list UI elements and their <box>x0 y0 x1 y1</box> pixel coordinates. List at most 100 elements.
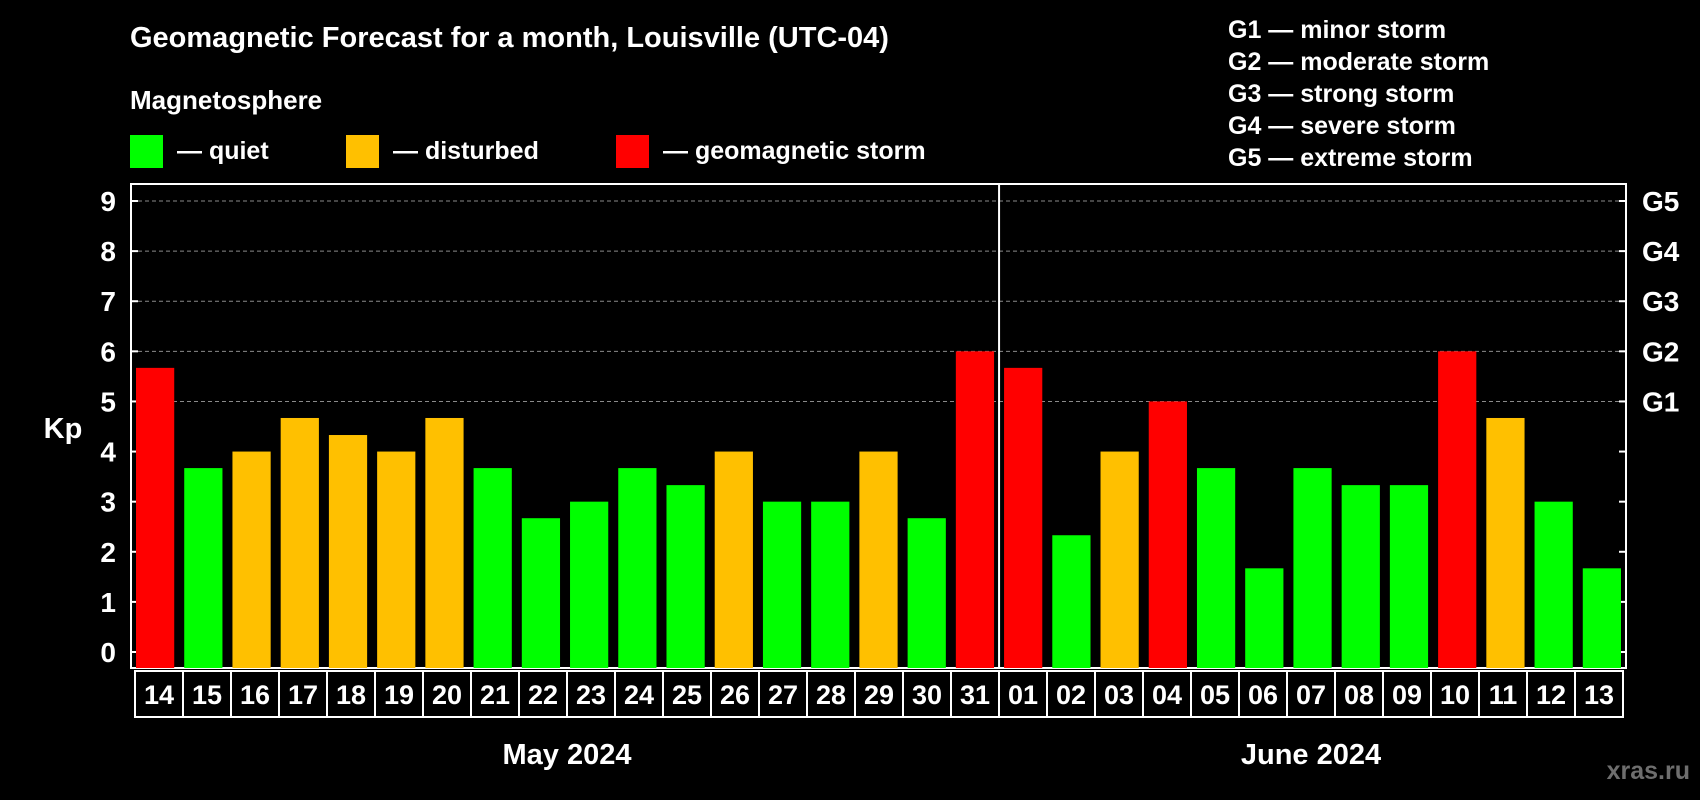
g-level-label: G4 <box>1642 236 1680 267</box>
bar-day-01 <box>1004 367 1043 668</box>
bar-day-18 <box>328 435 368 668</box>
bar-day-16 <box>232 451 271 668</box>
bar-day-17 <box>280 417 319 668</box>
chart-title: Geomagnetic Forecast for a month, Louisv… <box>130 22 889 54</box>
bar-day-11 <box>1486 417 1525 668</box>
bar-day-13 <box>1582 568 1621 668</box>
g-level-label: G5 <box>1642 186 1679 217</box>
bar-day-10 <box>1438 351 1477 668</box>
date-label: 26 <box>720 680 750 710</box>
date-label: 22 <box>528 680 558 710</box>
legend-disturbed: — disturbed <box>346 134 539 168</box>
date-label: 20 <box>432 680 462 710</box>
bar-day-12 <box>1534 501 1573 668</box>
month-label: May 2024 <box>503 739 632 771</box>
legend-storm-swatch <box>616 134 649 168</box>
date-label: 05 <box>1200 680 1230 710</box>
date-label: 04 <box>1152 680 1182 710</box>
g-level-label: G1 <box>1642 386 1679 417</box>
y-tick-label: 2 <box>100 537 116 568</box>
y-tick-label: 6 <box>100 336 116 367</box>
y-tick-label: 3 <box>100 487 116 518</box>
date-label: 18 <box>336 680 366 710</box>
date-row-frame <box>134 670 1624 718</box>
g-level-label: G3 <box>1642 286 1679 317</box>
date-label: 16 <box>240 680 270 710</box>
legend-quiet-swatch <box>130 134 163 168</box>
bar-day-09 <box>1389 485 1429 668</box>
date-label: 14 <box>144 680 174 710</box>
bar-day-28 <box>811 501 850 668</box>
y-tick-label: 9 <box>100 186 116 217</box>
date-label: 01 <box>1008 680 1038 710</box>
bar-day-04 <box>1148 401 1187 668</box>
legend-storm: — geomagnetic storm <box>616 134 926 168</box>
bar-day-29 <box>859 451 898 668</box>
y-tick-label: 1 <box>100 587 116 618</box>
y-axis-label: Kp <box>44 413 83 445</box>
legend-disturbed-swatch <box>346 134 379 168</box>
y-tick-label: 7 <box>100 286 116 317</box>
date-label: 17 <box>288 680 318 710</box>
bar-day-14 <box>136 367 175 668</box>
date-label: 11 <box>1489 680 1518 710</box>
date-label: 30 <box>912 680 942 710</box>
bar-day-07 <box>1293 468 1332 668</box>
g3-legend-entry: G3 — strong storm <box>1228 80 1455 108</box>
date-label: 02 <box>1056 680 1086 710</box>
y-tick-label: 5 <box>100 386 116 417</box>
legend-disturbed-label: — disturbed <box>393 136 539 165</box>
date-label: 19 <box>384 680 414 710</box>
g-scale-legend: G1 — minor storm G2 — moderate storm G3 … <box>1228 14 1489 174</box>
bar-day-15 <box>184 468 223 668</box>
date-label: 13 <box>1584 680 1614 710</box>
bar-day-25 <box>666 485 705 668</box>
date-label: 07 <box>1296 680 1326 710</box>
date-label: 10 <box>1440 680 1470 710</box>
g1-legend-entry: G1 — minor storm <box>1228 16 1447 44</box>
legend-quiet: — quiet <box>130 134 269 168</box>
y-tick-label: 4 <box>100 437 116 468</box>
g4-legend-entry: G4 — severe storm <box>1228 112 1456 140</box>
bar-day-31 <box>955 351 995 668</box>
date-label: 31 <box>960 680 990 710</box>
y-tick-label: 8 <box>100 236 116 267</box>
magnetosphere-label: Magnetosphere <box>130 85 323 115</box>
bar-day-24 <box>618 468 657 668</box>
date-label: 27 <box>768 680 798 710</box>
month-label: June 2024 <box>1241 739 1381 771</box>
date-label: 28 <box>816 680 846 710</box>
legend-quiet-label: — quiet <box>177 136 269 165</box>
bar-day-21 <box>473 468 512 668</box>
bar-day-19 <box>377 451 416 668</box>
date-label: 09 <box>1392 680 1422 710</box>
g5-legend-entry: G5 — extreme storm <box>1228 144 1473 172</box>
bar-day-20 <box>425 417 464 668</box>
bar-day-30 <box>907 518 946 668</box>
bar-day-26 <box>714 451 753 668</box>
bar-day-23 <box>570 501 609 668</box>
date-label: 23 <box>576 680 606 710</box>
date-label: 29 <box>864 680 894 710</box>
bar-day-05 <box>1196 468 1236 668</box>
bar-day-02 <box>1052 535 1091 668</box>
date-label: 12 <box>1536 680 1566 710</box>
date-label: 08 <box>1344 680 1374 710</box>
date-label: 21 <box>480 680 510 710</box>
date-label: 03 <box>1104 680 1134 710</box>
date-label: 25 <box>672 680 702 710</box>
date-label: 06 <box>1248 680 1278 710</box>
legend-storm-label: — geomagnetic storm <box>663 136 926 165</box>
date-label: 24 <box>624 680 654 710</box>
bar-day-03 <box>1100 451 1139 668</box>
g-level-label: G2 <box>1642 336 1679 367</box>
g2-legend-entry: G2 — moderate storm <box>1228 48 1490 76</box>
watermark: xras.ru <box>1606 757 1690 785</box>
bar-day-06 <box>1245 568 1284 668</box>
bar-day-22 <box>521 518 561 668</box>
bar-day-27 <box>762 501 802 668</box>
date-label: 15 <box>192 680 222 710</box>
y-tick-label: 0 <box>100 637 116 668</box>
bar-day-08 <box>1341 485 1380 668</box>
